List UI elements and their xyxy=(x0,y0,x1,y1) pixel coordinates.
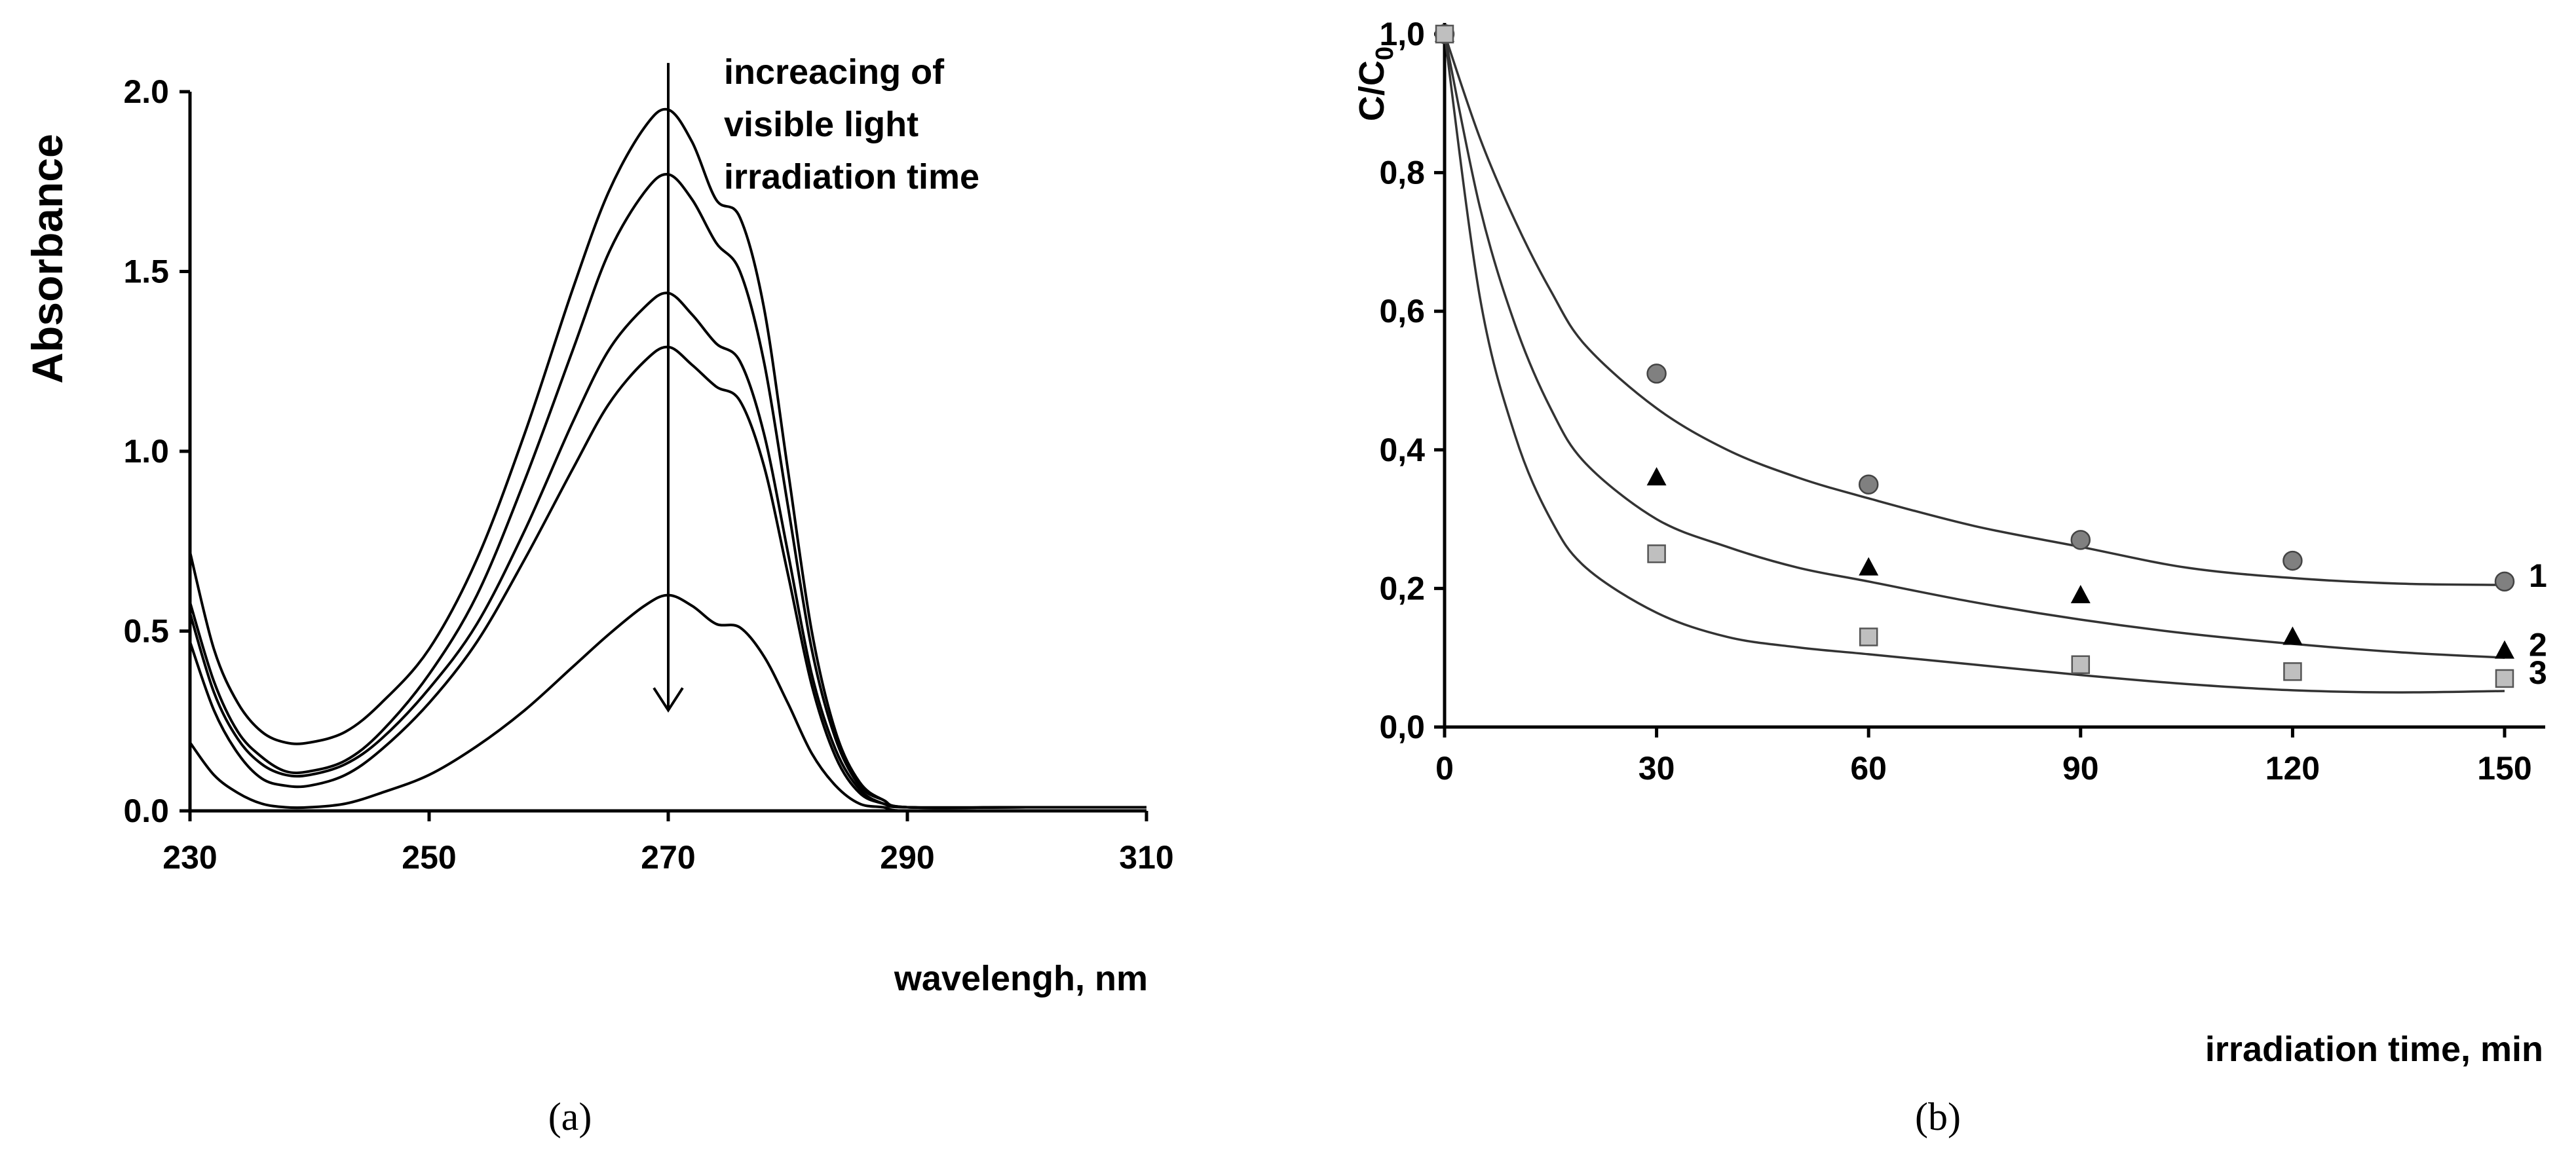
chart-a-series-line xyxy=(189,291,1146,809)
chart-b-y-ticks: 0,0 0,2 0,4 0,6 0,8 1,0 xyxy=(1379,16,1445,745)
chart-b-point-circle xyxy=(2494,571,2515,592)
chart-b-fit-curve xyxy=(1443,33,2505,586)
chart-a-series-line xyxy=(189,345,1146,809)
chart-b-x-ticks: 0 30 60 90 120 150 xyxy=(1435,727,2532,787)
chart-b-point-square xyxy=(1435,24,1454,44)
chart-b-series-label: 3 xyxy=(2529,654,2547,691)
chart-b-point-circle xyxy=(2282,550,2303,571)
chart-b-point-triangle xyxy=(1646,467,1667,486)
chart-b-series-label: 1 xyxy=(2529,557,2547,594)
chart-b-x-tick-label: 90 xyxy=(2062,750,2099,787)
svg-text:C/C0: C/C0 xyxy=(1352,47,1399,121)
chart-b-y-tick-label: 0,6 xyxy=(1379,293,1425,329)
chart-b-point-triangle xyxy=(2070,584,2091,603)
chart-a-y-axis-title: Absorbance xyxy=(23,134,71,383)
chart-b-y-axis-title-main: C/C xyxy=(1352,60,1392,121)
chart-b-point-square xyxy=(1859,627,1878,646)
chart-a-series-line xyxy=(189,107,1146,810)
chart-b-data-points xyxy=(1434,24,2515,688)
chart-b-panel-label: (b) xyxy=(1915,1095,1961,1138)
chart-b-point-square xyxy=(2495,669,2514,688)
chart-b-y-tick-label: 0,4 xyxy=(1379,432,1425,468)
chart-a-x-tick-label: 290 xyxy=(880,839,934,876)
chart-a-x-tick-label: 270 xyxy=(641,839,695,876)
chart-a-y-ticks: 0.0 0.5 1.0 1.5 2.0 xyxy=(123,73,190,829)
chart-a-y-tick-label: 0.0 xyxy=(123,793,169,829)
chart-a-series-line xyxy=(189,173,1146,810)
chart-a-series xyxy=(189,107,1146,813)
chart-b-point-triangle xyxy=(2282,626,2303,645)
chart-b-point-circle xyxy=(1646,364,1667,384)
chart-b-x-tick-label: 30 xyxy=(1638,750,1675,787)
chart-b-point-square xyxy=(2071,655,2091,675)
chart-b-y-tick-label: 0,0 xyxy=(1379,709,1425,745)
chart-a-y-tick-label: 0.5 xyxy=(123,613,169,650)
chart-a-x-tick-label: 230 xyxy=(162,839,217,876)
chart-b-point-square xyxy=(2283,662,2302,681)
chart-b-y-tick-label: 0,2 xyxy=(1379,570,1425,607)
chart-a-x-axis-title: wavelengh, nm xyxy=(894,959,1148,998)
chart-b-fit-curves xyxy=(1443,33,2505,694)
chart-b-series-label: 2 xyxy=(2529,627,2547,663)
chart-b-y-tick-label: 0,8 xyxy=(1379,155,1425,191)
chart-b: 0,0 0,2 0,4 0,6 0,8 1,0 0 30 60 90 120 150 1 23 irr… xyxy=(1352,16,2547,1138)
chart-b-series-labels: 1 23 xyxy=(2529,557,2547,691)
chart-a-series-line xyxy=(189,593,1146,813)
chart-b-point-circle xyxy=(1858,474,1879,495)
chart-a-panel-label: (a) xyxy=(548,1095,592,1138)
chart-b-fit-curve xyxy=(1443,33,2505,694)
chart-a: 0.0 0.5 1.0 1.5 2.0 230 250 270 290 310 increaci… xyxy=(23,52,1174,1138)
chart-a-x-tick-label: 250 xyxy=(402,839,456,876)
chart-a-y-tick-label: 2.0 xyxy=(123,73,169,110)
chart-b-axes xyxy=(1443,23,2545,729)
chart-b-x-tick-label: 60 xyxy=(1850,750,1887,787)
chart-a-y-tick-label: 1.5 xyxy=(123,253,169,290)
chart-b-y-tick-label: 1,0 xyxy=(1379,16,1425,52)
chart-a-x-ticks: 230 250 270 290 310 xyxy=(162,811,1174,876)
chart-b-point-triangle xyxy=(1859,557,1879,576)
chart-a-arrow-head xyxy=(653,687,684,713)
chart-a-y-tick-label: 1.0 xyxy=(123,433,169,470)
chart-b-y-axis-title-sub: 0 xyxy=(1371,47,1399,60)
chart-a-arrow xyxy=(653,63,684,713)
chart-a-annotation: increacing of visible light irradiation ti… xyxy=(724,52,979,196)
chart-b-point-square xyxy=(1647,544,1666,563)
chart-b-x-tick-label: 150 xyxy=(2477,750,2531,787)
chart-b-x-tick-label: 0 xyxy=(1435,750,1454,787)
chart-b-fit-curve xyxy=(1443,33,2505,659)
chart-a-annotation-line: increacing of xyxy=(724,52,945,92)
chart-b-point-circle xyxy=(2070,530,2091,550)
chart-b-x-axis-title: irradiation time, min xyxy=(2205,1030,2543,1069)
chart-a-x-tick-label: 310 xyxy=(1119,839,1173,876)
chart-b-x-tick-label: 120 xyxy=(2265,750,2320,787)
chart-a-annotation-line: irradiation time xyxy=(724,157,979,196)
chart-a-annotation-line: visible light xyxy=(724,105,919,144)
chart-b-point-triangle xyxy=(2495,640,2514,659)
chart-b-y-axis-title: C/C0 xyxy=(1352,47,1399,121)
